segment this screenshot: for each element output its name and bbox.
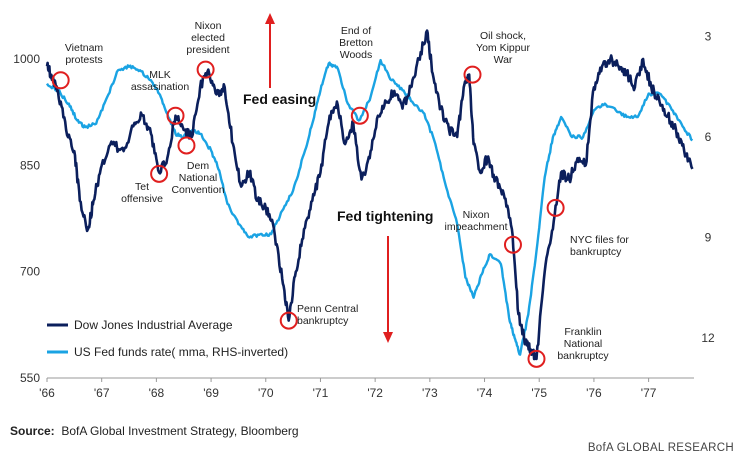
- nixon-elected-marker: [196, 60, 215, 79]
- x-tick-label: '71: [313, 386, 329, 400]
- nixon-impeachment-marker: [503, 235, 522, 254]
- annotation-line: Oil shock,: [480, 30, 526, 42]
- annotation-line: Bretton: [339, 37, 373, 49]
- y-right-tick-label: 6: [705, 130, 712, 144]
- annotation-line: Franklin: [564, 326, 602, 338]
- fed-easing-label: Fed easing: [243, 91, 316, 107]
- series-lines: [45, 29, 694, 361]
- x-tick-label: '66: [39, 386, 55, 400]
- fed-funds-line: [45, 58, 694, 356]
- x-tick-label: '68: [149, 386, 165, 400]
- annotation-line: impeachment: [444, 221, 507, 233]
- annotation-line: Nixon: [463, 209, 490, 221]
- left-axis-ticks: 550 700 850 1000: [13, 52, 40, 385]
- y-left-tick-label: 1000: [13, 52, 40, 66]
- penn-central-label: Penn Central bankruptcy: [297, 303, 358, 327]
- annotation-line: National: [179, 172, 218, 184]
- bretton-woods-label: End of Bretton Woods: [339, 25, 373, 61]
- x-tick-label: '76: [586, 386, 602, 400]
- nixon-impeachment-label: Nixon impeachment: [444, 209, 507, 233]
- annotation-line: Penn Central: [297, 303, 358, 315]
- annotation-line: Woods: [340, 49, 373, 61]
- brand-logo-text: BofA GLOBAL RESEARCH: [587, 442, 734, 454]
- nyc-label: NYC files for bankruptcy: [570, 234, 629, 258]
- mlk-label: MLK assasination: [131, 69, 190, 93]
- y-right-tick-label: 3: [705, 30, 712, 44]
- annotation-line: assasination: [131, 81, 190, 93]
- x-tick-label: '69: [203, 386, 219, 400]
- vietnam-marker: [51, 71, 70, 90]
- x-tick-label: '77: [641, 386, 657, 400]
- annotation-line: elected: [191, 32, 225, 44]
- annotation-line: Dem: [187, 160, 209, 172]
- y-right-tick-label: 9: [705, 230, 712, 244]
- nyc-marker: [546, 198, 565, 217]
- legend: Dow Jones Industrial Average US Fed funds…: [47, 318, 288, 359]
- franklin-marker: [527, 349, 546, 368]
- fed-tightening-arrowhead: [383, 332, 393, 343]
- x-tick-label: '67: [94, 386, 110, 400]
- annotation-line: Tet: [135, 181, 149, 193]
- dow-jones-line: [45, 29, 694, 361]
- source-note: Source: BofA Global Investment Strategy,…: [10, 424, 299, 438]
- y-left-tick-label: 850: [20, 158, 40, 172]
- annotation-line: protests: [65, 54, 102, 66]
- annotation-line: NYC files for: [570, 234, 629, 246]
- annotation-line: offensive: [121, 193, 163, 205]
- annotation-line: Nixon: [195, 20, 222, 32]
- annotation-line: End of: [341, 25, 371, 37]
- annotation-line: National: [564, 338, 603, 350]
- annotation-line: Convention: [171, 184, 224, 196]
- tet-label: Tet offensive: [121, 181, 163, 205]
- dem-convention-label: Dem National Convention: [171, 160, 224, 196]
- y-right-tick-label: 12: [701, 331, 715, 345]
- annotation-line: War: [494, 54, 513, 66]
- franklin-label: Franklin National bankruptcy: [557, 326, 609, 362]
- callouts: Fed easing Fed tightening: [243, 13, 433, 343]
- bretton-woods-marker: [350, 106, 369, 125]
- mlk-marker: [166, 106, 185, 125]
- y-left-tick-label: 550: [20, 371, 40, 385]
- y-left-tick-label: 700: [20, 265, 40, 279]
- annotation-line: bankruptcy: [297, 315, 349, 327]
- annotation-line: MLK: [149, 69, 171, 81]
- vietnam-label: Vietnam protests: [65, 42, 104, 66]
- x-tick-label: '73: [422, 386, 438, 400]
- legend-label: Dow Jones Industrial Average: [74, 318, 233, 332]
- penn-central-marker: [279, 311, 298, 330]
- x-axis-ticks: '66 '67 '68 '69 '70 '71 '72 '73 '74 '75 '76 '77: [39, 378, 657, 400]
- source-text: BofA Global Investment Strategy, Bloombe…: [61, 424, 299, 438]
- x-tick-label: '70: [258, 386, 274, 400]
- fed-tightening-label: Fed tightening: [337, 208, 433, 224]
- annotation-line: Vietnam: [65, 42, 104, 54]
- oil-shock-label: Oil shock, Yom Kippur War: [476, 30, 530, 66]
- nixon-elected-label: Nixon elected president: [186, 20, 229, 56]
- source-label: Source:: [10, 424, 55, 438]
- right-axis-ticks: 3 6 9 12: [701, 30, 715, 345]
- x-tick-label: '74: [477, 386, 493, 400]
- annotation-line: bankruptcy: [557, 350, 609, 362]
- fed-easing-arrowhead: [265, 13, 275, 24]
- legend-label: US Fed funds rate( mma, RHS-inverted): [74, 345, 288, 359]
- x-tick-label: '72: [367, 386, 383, 400]
- annotation-line: president: [186, 44, 229, 56]
- tet-marker: [150, 164, 169, 183]
- dem-convention-marker: [177, 136, 196, 155]
- oil-shock-marker: [463, 65, 482, 84]
- annotation-line: Yom Kippur: [476, 42, 530, 54]
- chart: 550 700 850 1000 3 6 9 12 '66 '67 '68 '69 '70 '71 '7…: [13, 13, 715, 400]
- x-tick-label: '75: [531, 386, 547, 400]
- annotation-line: bankruptcy: [570, 246, 622, 258]
